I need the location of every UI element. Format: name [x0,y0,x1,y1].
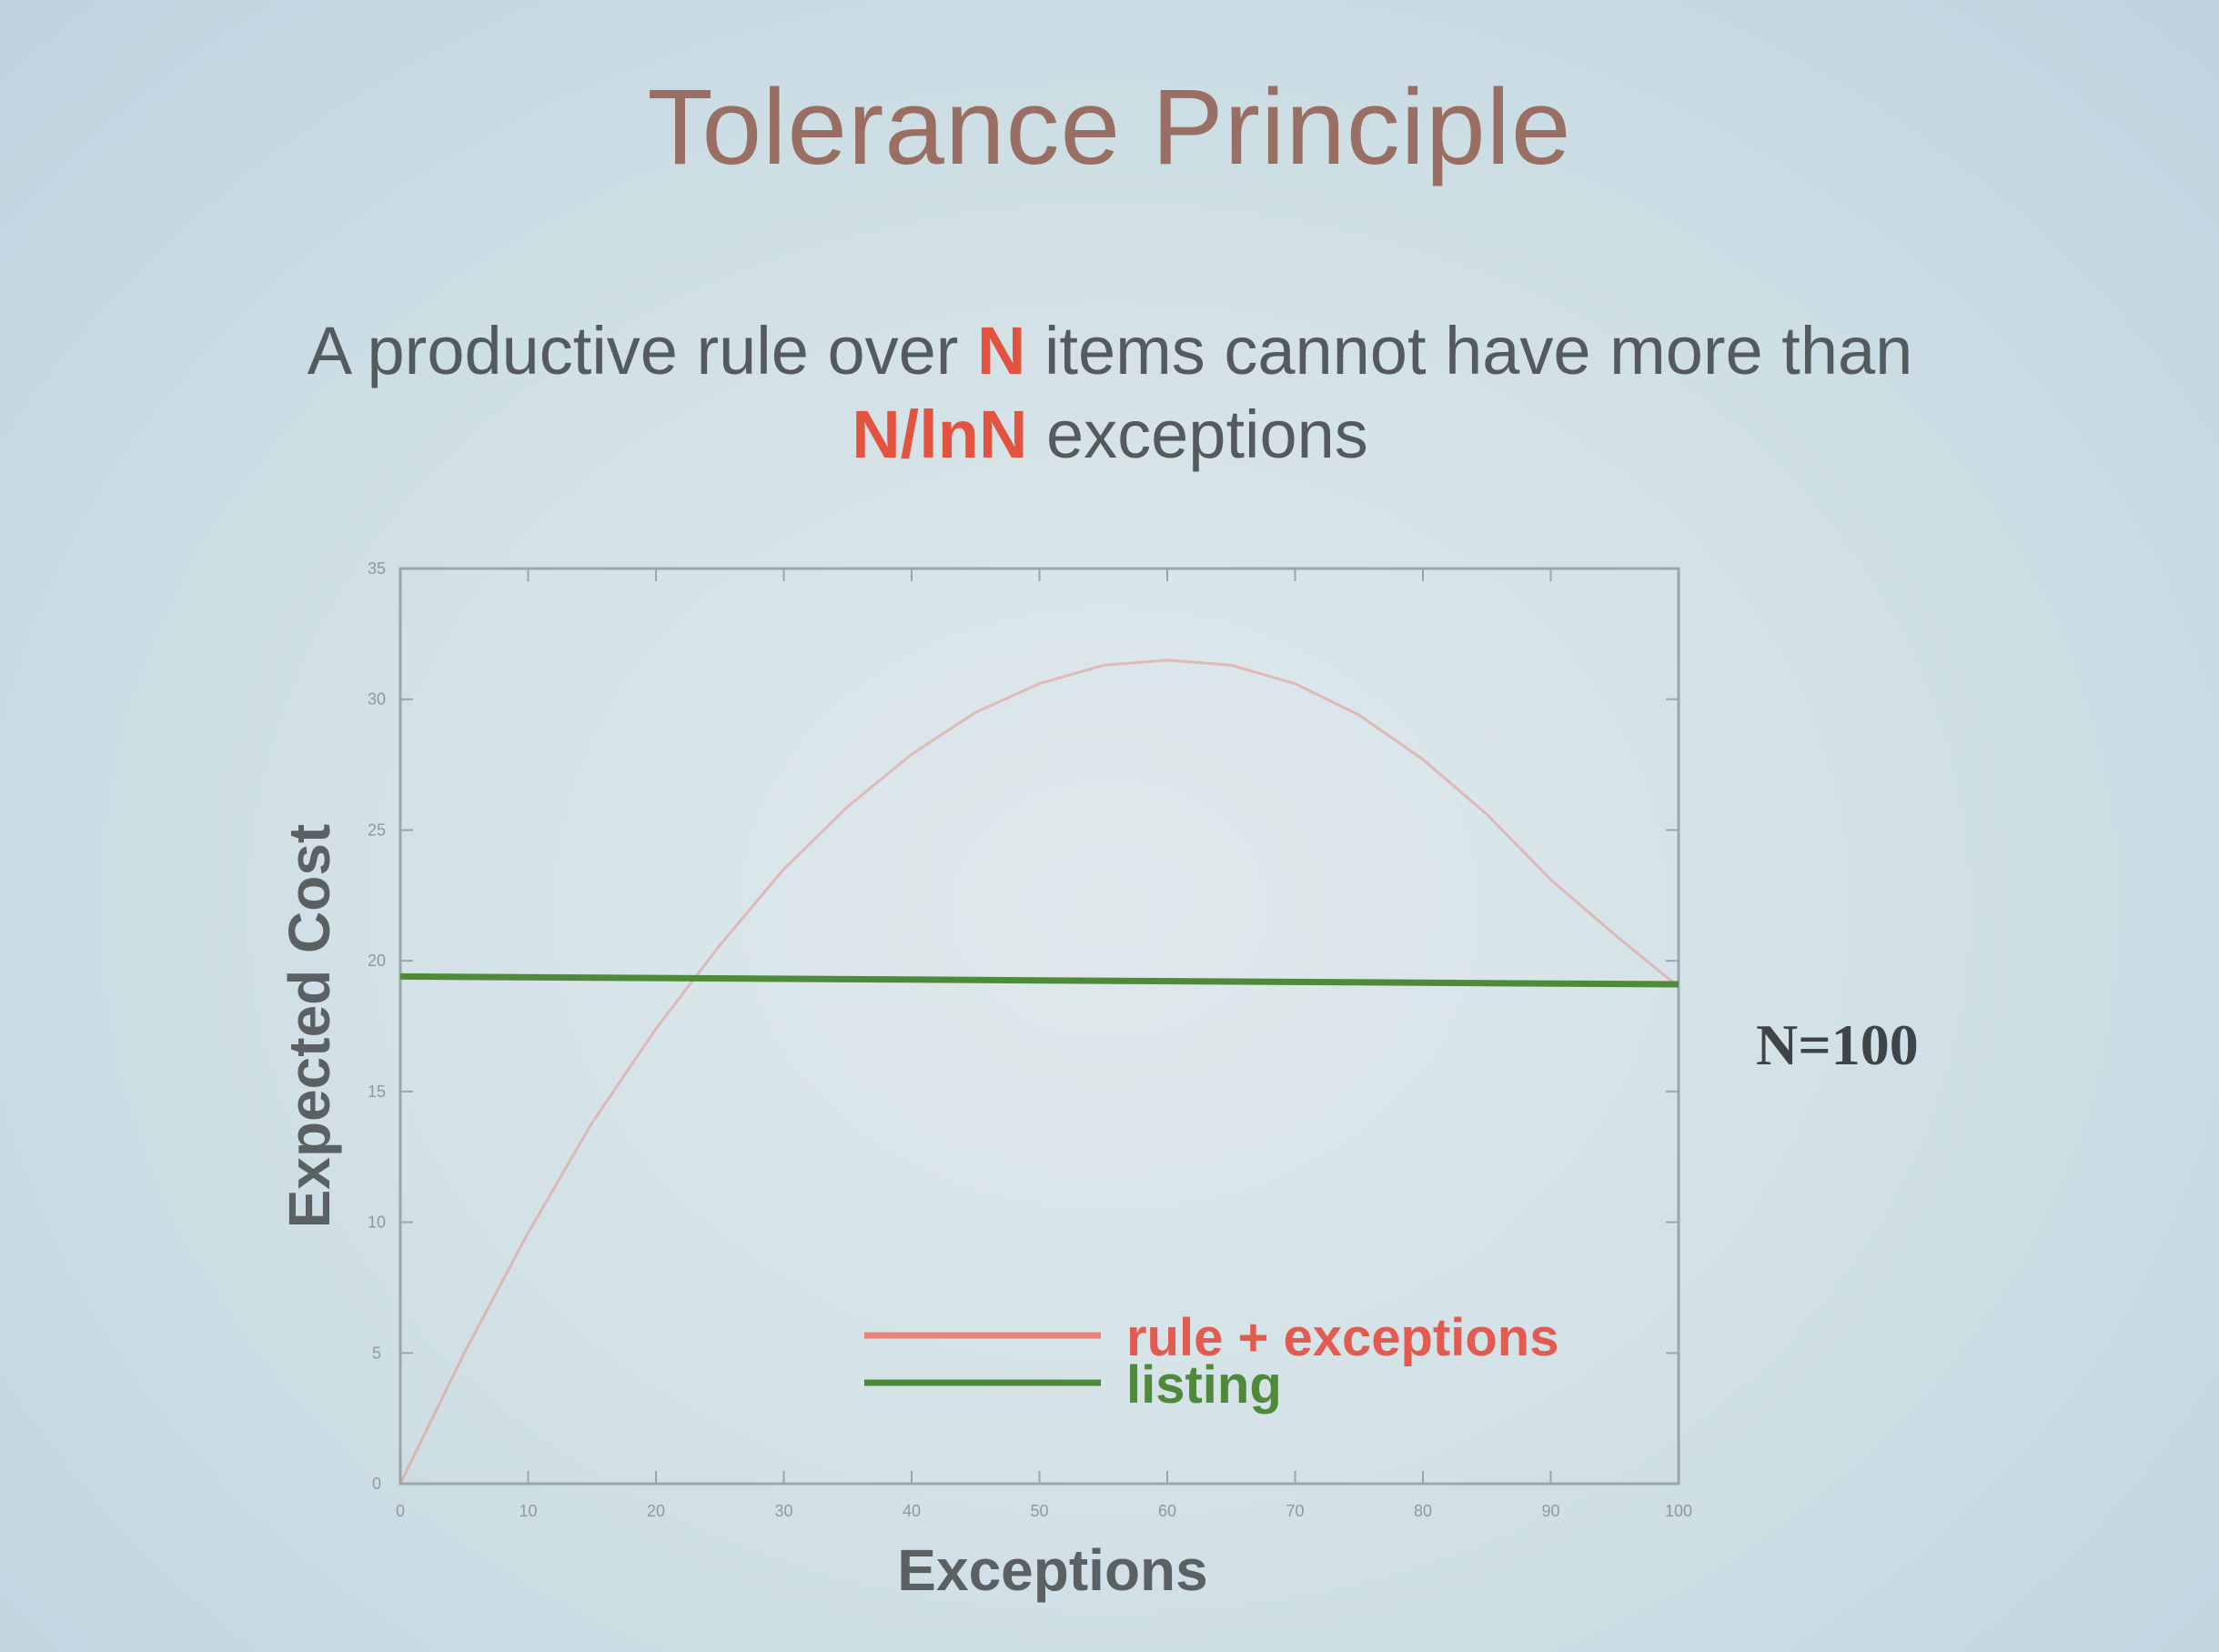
x-tick-label: 70 [1286,1502,1304,1520]
x-tick-label: 30 [774,1502,792,1520]
y-tick-label: 35 [368,559,386,578]
y-axis-ticks: 0 5 10 15 20 25 30 35 [368,559,1679,1493]
slide-title: Tolerance Principle [647,67,1572,187]
subtitle-text-1: A productive rule over [307,313,977,388]
y-tick-label: 0 [372,1475,381,1493]
y-tick-label: 30 [368,690,386,709]
y-tick-label: 15 [368,1083,386,1101]
x-axis-ticks: 0 10 20 30 40 50 60 70 80 90 100 [396,569,1692,1520]
x-tick-label: 100 [1665,1502,1692,1520]
subtitle-text-2: items cannot have more than [1025,313,1913,388]
subtitle-highlight-n: N [976,313,1026,388]
subtitle-text-3: exceptions [1027,397,1368,472]
y-tick-label: 25 [368,821,386,839]
legend-rule-exceptions-label: rule + exceptions [1126,1308,1558,1367]
x-tick-label: 90 [1541,1502,1559,1520]
x-tick-label: 50 [1030,1502,1048,1520]
n-equals-label: N=100 [1756,1012,1919,1077]
series-line-rule-exceptions [398,659,1679,1485]
x-tick-label: 10 [519,1502,537,1520]
x-tick-label: 80 [1414,1502,1432,1520]
y-axis-label: Expected Cost [277,824,342,1229]
x-tick-label: 0 [396,1502,405,1520]
y-tick-label: 5 [372,1344,381,1362]
y-tick-label: 20 [368,952,386,970]
y-tick-label: 10 [368,1214,386,1232]
x-tick-label: 60 [1158,1502,1176,1520]
series-layer [398,659,1679,1485]
slide-subtitle: A productive rule over N items cannot ha… [237,309,1983,477]
subtitle-highlight-threshold: N/lnN [852,397,1028,472]
series-line-listing [399,972,1679,988]
x-tick-label: 20 [647,1502,665,1520]
legend-listing-label: listing [1126,1355,1282,1415]
x-axis-label: Exceptions [897,1537,1207,1603]
x-tick-label: 40 [903,1502,921,1520]
